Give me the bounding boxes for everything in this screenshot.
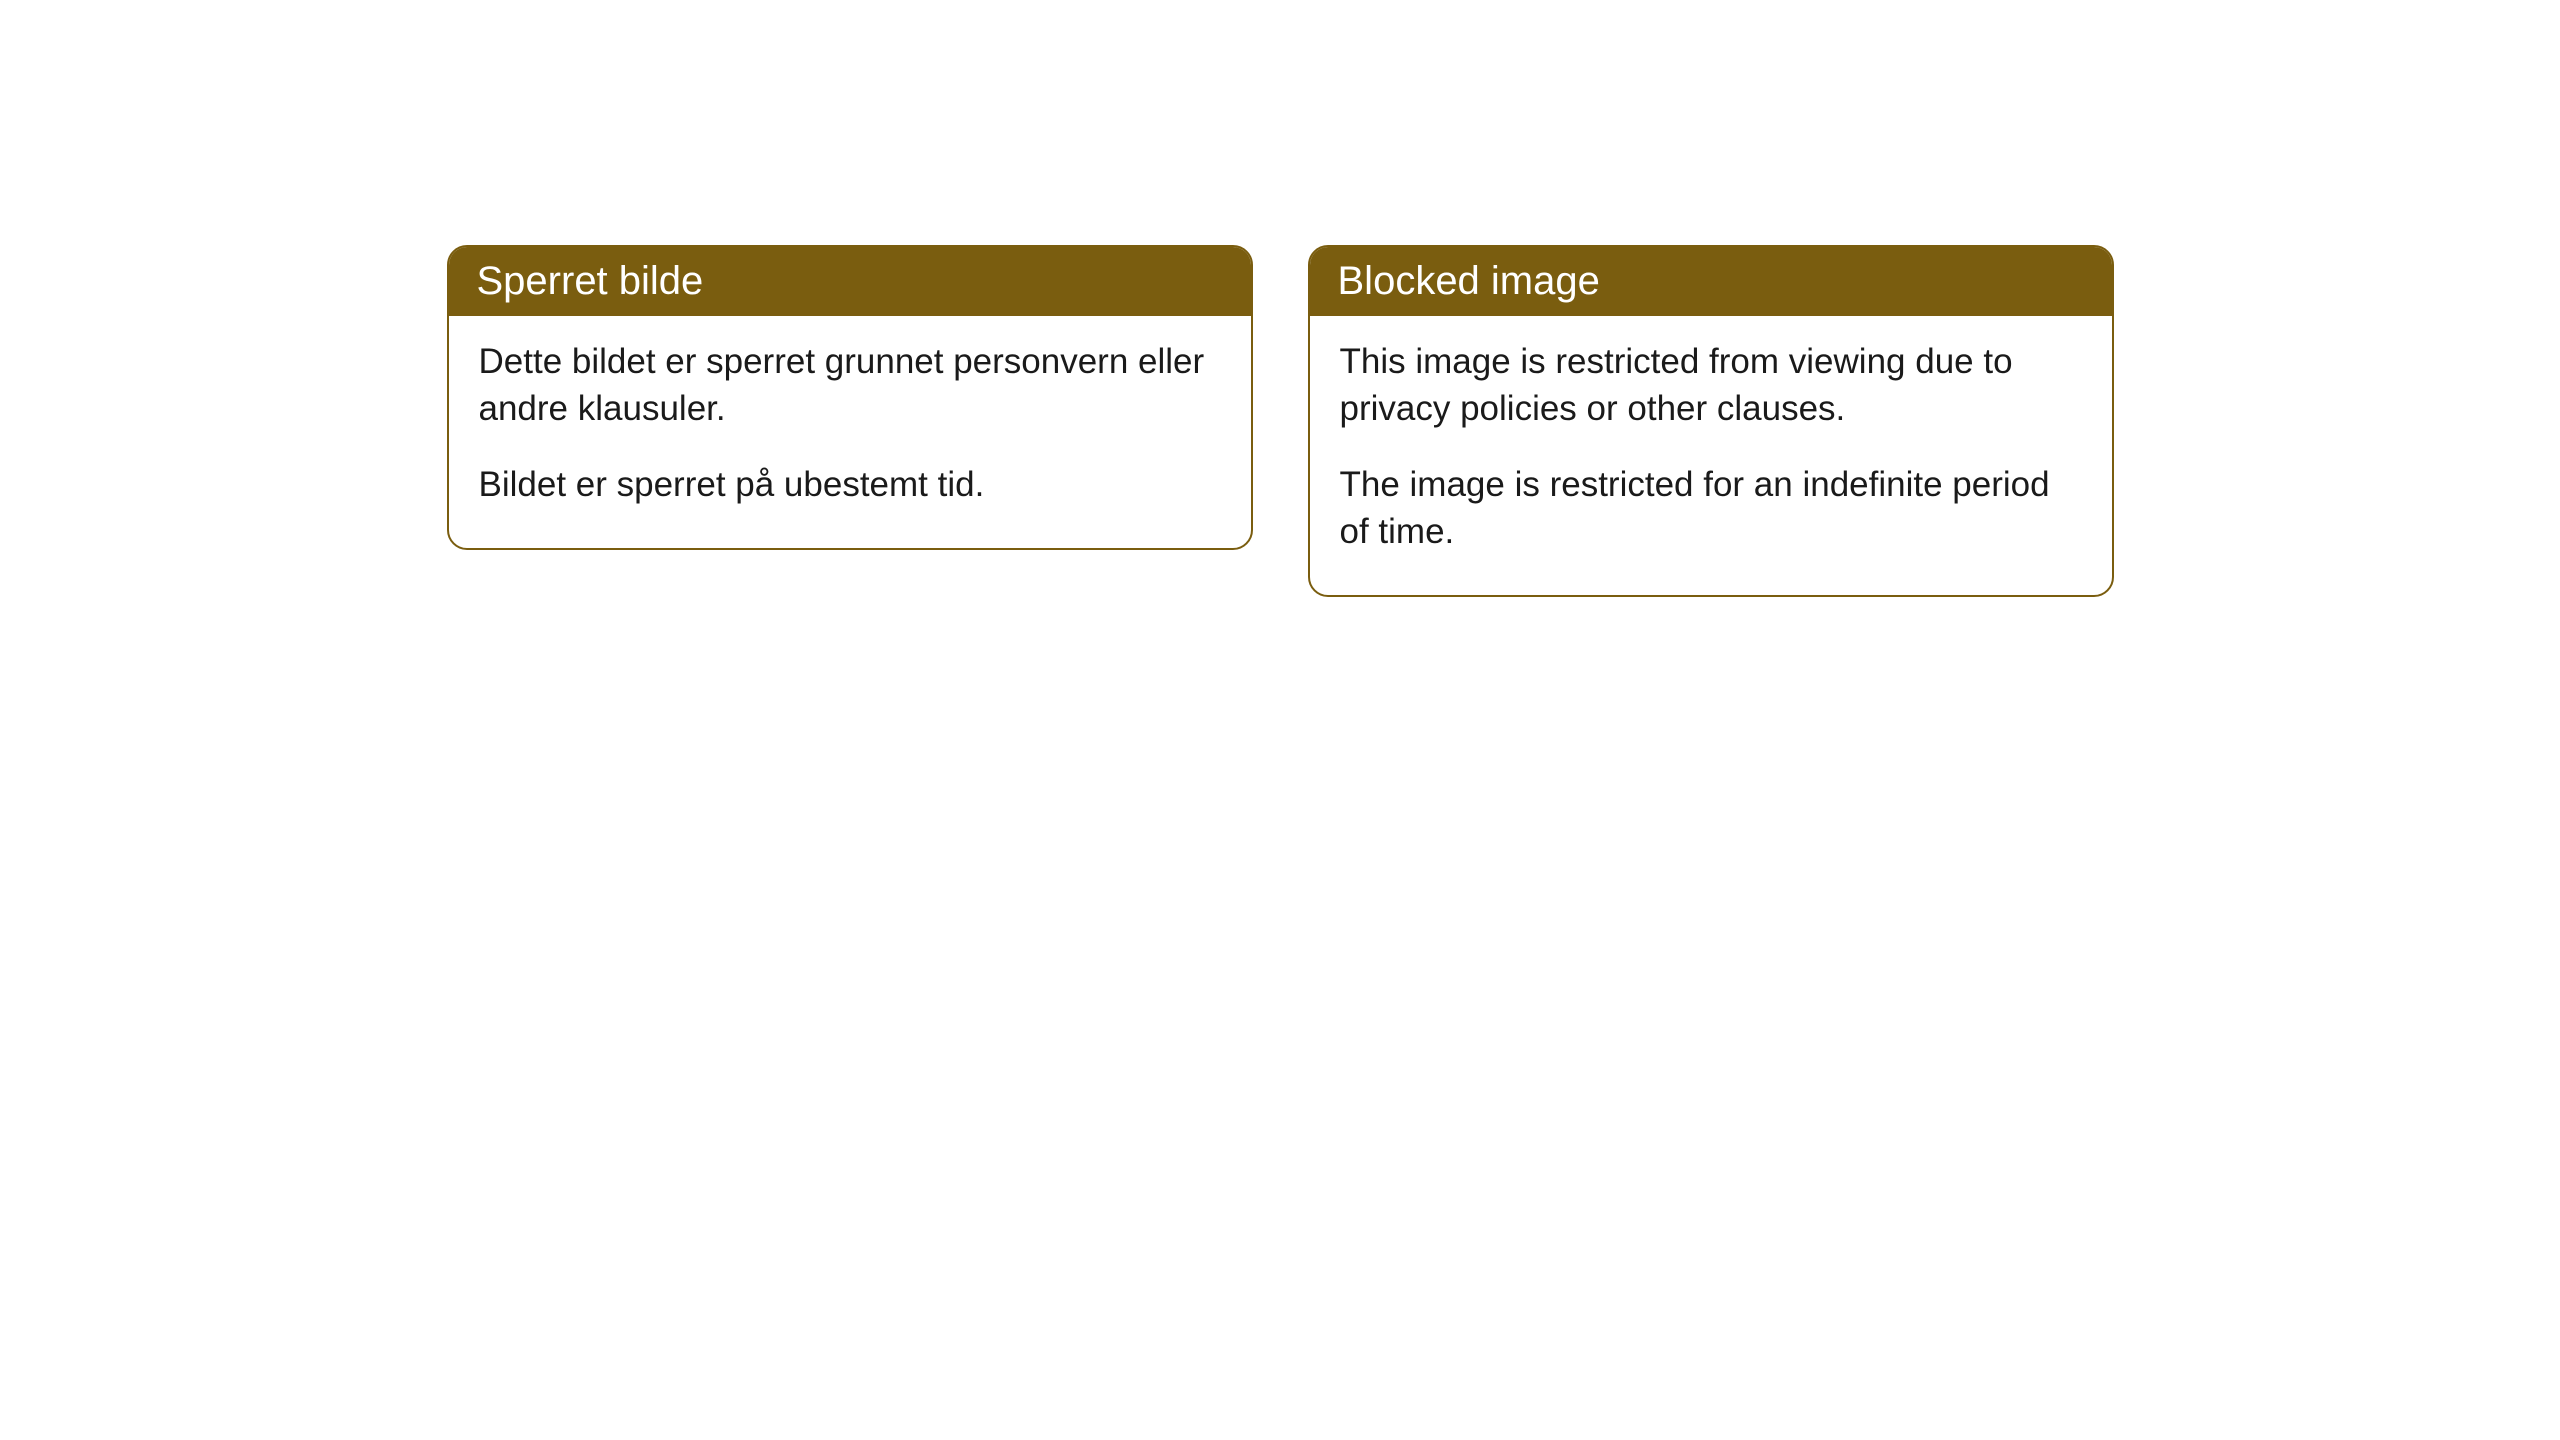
- card-title: Sperret bilde: [477, 259, 704, 303]
- card-body: This image is restricted from viewing du…: [1310, 316, 2112, 595]
- notice-card-container: Sperret bilde Dette bildet er sperret gr…: [447, 245, 2114, 1440]
- card-header: Blocked image: [1310, 247, 2112, 316]
- card-paragraph: Bildet er sperret på ubestemt tid.: [479, 461, 1221, 508]
- card-body: Dette bildet er sperret grunnet personve…: [449, 316, 1251, 548]
- card-paragraph: The image is restricted for an indefinit…: [1340, 461, 2082, 556]
- card-paragraph: Dette bildet er sperret grunnet personve…: [479, 338, 1221, 433]
- card-title: Blocked image: [1338, 259, 1600, 303]
- card-header: Sperret bilde: [449, 247, 1251, 316]
- notice-card-norwegian: Sperret bilde Dette bildet er sperret gr…: [447, 245, 1253, 550]
- card-paragraph: This image is restricted from viewing du…: [1340, 338, 2082, 433]
- notice-card-english: Blocked image This image is restricted f…: [1308, 245, 2114, 597]
